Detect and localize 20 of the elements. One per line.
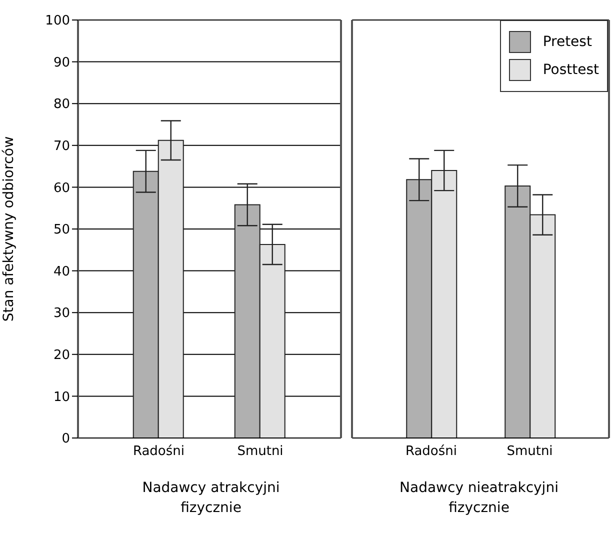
y-tick-label: 80 xyxy=(53,97,70,112)
y-axis-title: Stan afektywny odbiorców xyxy=(0,136,17,322)
y-tick-label: 70 xyxy=(53,139,70,154)
x-axis-title: Nadawcy atrakcyjni fizycznie xyxy=(141,479,281,518)
y-tick-label: 60 xyxy=(53,180,70,196)
x-tick-label: Smutni xyxy=(237,444,284,460)
x-tick-label: Smutni xyxy=(506,444,553,460)
y-tick-label: 40 xyxy=(53,264,70,280)
y-tick-label: 100 xyxy=(45,14,70,29)
x-tick-label: Radośni xyxy=(132,444,185,460)
x-axis-title: Nadawcy nieatrakcyjni fizycznie xyxy=(398,479,560,518)
y-tick-label: 10 xyxy=(53,390,70,405)
y-tick-label: 50 xyxy=(53,222,70,238)
y-tick-label: 30 xyxy=(53,306,70,322)
legend-label: Posttest xyxy=(542,62,599,78)
x-tick-label: Radośni xyxy=(405,444,458,460)
legend-label: Pretest xyxy=(542,34,592,50)
y-tick-label: 90 xyxy=(53,55,70,70)
y-tick-label: 20 xyxy=(53,348,70,364)
y-tick-label: 0 xyxy=(62,432,70,447)
